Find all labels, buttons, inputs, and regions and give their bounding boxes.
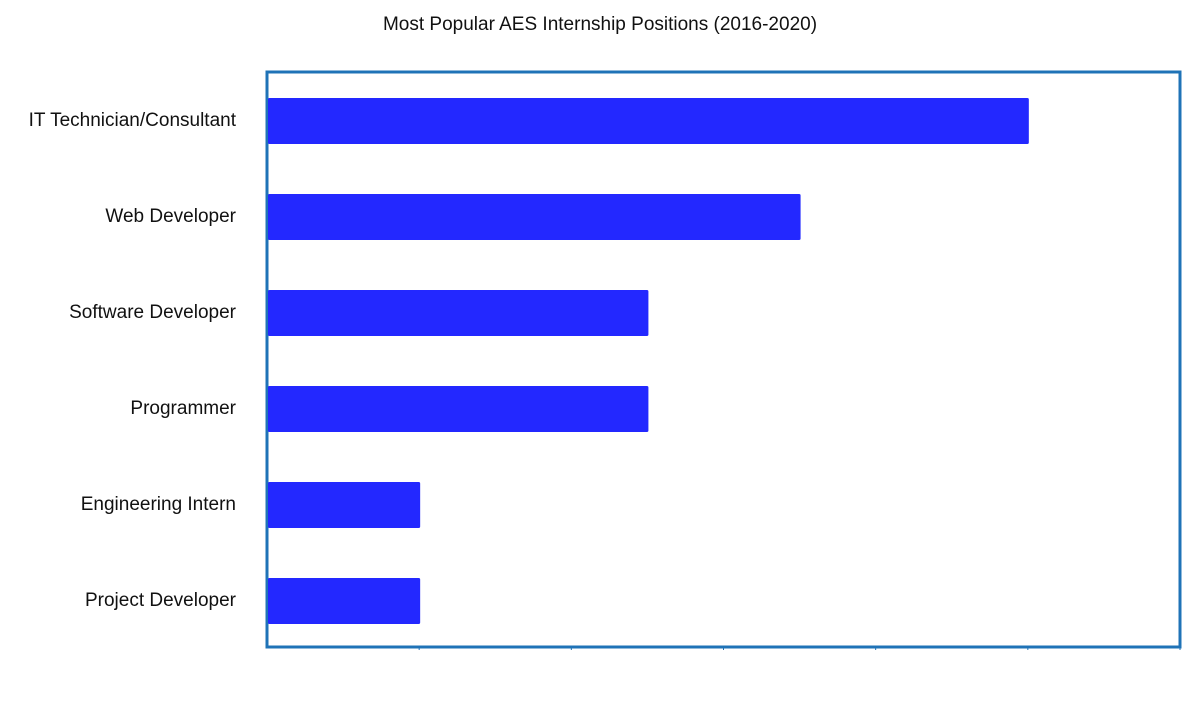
bars-group bbox=[268, 98, 1029, 624]
chart-title: Most Popular AES Internship Positions (2… bbox=[382, 14, 818, 35]
category-label: Project Developer bbox=[85, 590, 237, 611]
bar bbox=[268, 386, 649, 432]
category-label: Software Developer bbox=[69, 302, 237, 323]
bar bbox=[268, 98, 1029, 144]
bar bbox=[268, 290, 649, 336]
category-labels-group: IT Technician/Consultant Web Developer Sof… bbox=[29, 110, 237, 611]
bar bbox=[268, 578, 421, 624]
category-label: Programmer bbox=[130, 398, 236, 419]
category-label: IT Technician/Consultant bbox=[29, 110, 237, 131]
x-ticks-group bbox=[418, 647, 1181, 650]
category-label: Engineering Intern bbox=[81, 494, 236, 515]
category-label: Web Developer bbox=[105, 206, 236, 227]
bar bbox=[268, 482, 421, 528]
plot-area-frame bbox=[265, 70, 1182, 649]
bar bbox=[268, 194, 801, 240]
